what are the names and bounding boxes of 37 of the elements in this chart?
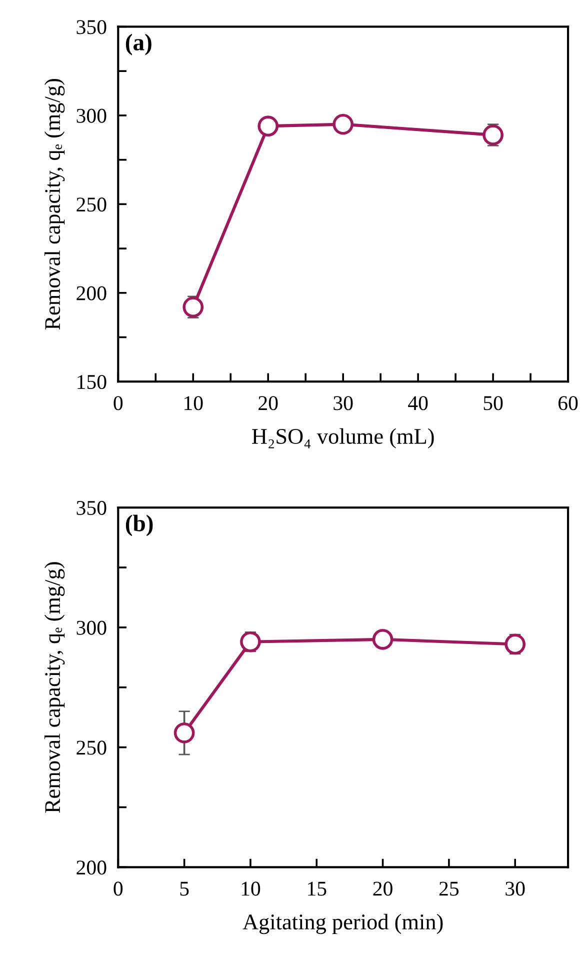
x-tick-label: 5 [180, 882, 189, 896]
annotation: (a) [126, 34, 152, 56]
x-tick-label: 10 [242, 882, 260, 896]
point [240, 631, 261, 652]
point [504, 634, 526, 655]
point [332, 114, 354, 135]
y-tick-label: 150 [78, 374, 106, 390]
x-tick-label: 30 [506, 882, 525, 896]
point [258, 116, 279, 136]
y-tick-label: 300 [76, 108, 106, 123]
y-axis-title: Removal capacity, qₑ (mg/g) [44, 562, 65, 813]
x-tick-label: 50 [484, 396, 503, 410]
annotation: (b) [126, 514, 153, 536]
y-tick-label: 250 [76, 740, 106, 755]
y-tick-label: 300 [76, 620, 106, 635]
x-axis-title: H₂SO₄ volume (mL) [252, 428, 434, 448]
point [482, 124, 504, 146]
x-tick-label: 60 [558, 396, 578, 410]
x-tick-label: 10 [184, 396, 203, 410]
x-axis-title: Agitating period (min) [242, 914, 443, 934]
x-tick-label: 15 [308, 882, 326, 896]
y-axis-title: Removal capacity, qₑ (mg/g) [44, 78, 65, 330]
point [372, 628, 394, 650]
x-tick-label: 25 [439, 882, 459, 896]
point [174, 722, 195, 744]
y-tick-label: 350 [76, 20, 106, 34]
x-tick-label: 0 [114, 396, 123, 410]
y-tick-label: 250 [76, 198, 106, 212]
y-tick-label: 350 [76, 500, 106, 515]
y-tick-label: 200 [76, 286, 106, 300]
x-tick-label: 40 [408, 396, 428, 410]
x-tick-label: 0 [114, 882, 123, 896]
x-tick-label: 20 [258, 396, 278, 410]
y-tick-label: 200 [76, 860, 106, 875]
x-tick-label: 20 [373, 882, 392, 896]
point [182, 296, 204, 318]
x-tick-label: 30 [334, 396, 353, 410]
